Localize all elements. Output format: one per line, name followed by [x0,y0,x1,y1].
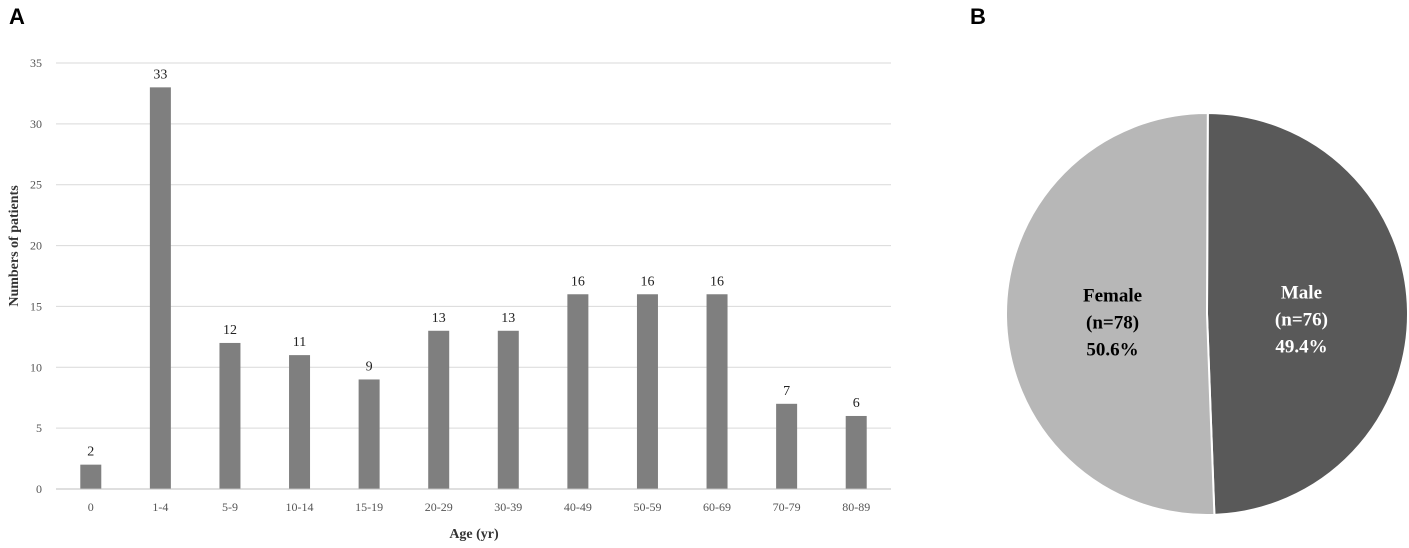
bar-value-label: 9 [366,359,373,374]
pie-slice-male [1205,111,1409,516]
bar [80,464,102,489]
x-tick-label: 40-49 [564,500,592,514]
bar-value-labels: 2 33 12 11 9 13 13 16 16 16 7 6 [87,67,859,459]
y-axis-title: Numbers of patients [7,185,22,307]
pie-label: Female [1083,286,1142,307]
x-tick-label: 30-39 [494,500,522,514]
bar-value-label: 12 [223,323,237,338]
y-tick-label: 25 [30,178,42,192]
bar [428,330,450,489]
bar-value-label: 13 [501,311,515,326]
y-tick-label: 0 [36,482,42,496]
y-tick-label: 35 [30,56,42,70]
x-tick-label: 0 [88,500,94,514]
panel-label-a: A [9,4,25,29]
bar-value-label: 16 [710,274,724,289]
x-tick-label: 10-14 [286,500,314,514]
bar-value-label: 16 [571,274,585,289]
sex-pie-chart: Male (n=76) 49.4% Female (n=78) 50.6% [1005,111,1409,516]
pie-labels: Male (n=76) 49.4% Female (n=78) 50.6% [1083,282,1328,360]
x-tick-label: 60-69 [703,500,731,514]
x-axis-title: Age (yr) [449,527,499,542]
x-tick-label: 70-79 [773,500,801,514]
y-tick-labels: 0 5 10 15 20 25 30 35 [30,56,42,496]
y-tick-label: 10 [30,360,42,374]
bars [80,87,867,489]
bar-value-label: 6 [853,396,860,411]
bar [567,294,589,489]
x-tick-label: 15-19 [355,500,383,514]
bar-value-label: 2 [87,445,94,460]
x-tick-label: 50-59 [633,500,661,514]
bar-value-label: 33 [153,67,167,82]
x-tick-label: 5-9 [222,500,238,514]
bar [497,330,519,489]
age-bar-chart: 0 5 10 15 20 25 30 35 2 33 12 11 9 13 13 16 16 16 7 6 0 1-4… [7,56,891,542]
y-tick-label: 5 [36,421,42,435]
gridlines [56,62,891,429]
bar [149,87,171,489]
panel-label-b: B [970,4,986,29]
bar-value-label: 7 [783,384,790,399]
pie-label: 49.4% [1275,336,1327,357]
bar [706,294,728,489]
x-tick-label: 80-89 [842,500,870,514]
y-tick-label: 15 [30,299,42,313]
bar-value-label: 13 [432,311,446,326]
pie-label: 50.6% [1086,340,1138,361]
y-tick-label: 20 [30,239,42,253]
y-tick-label: 30 [30,117,42,131]
pie-slices [1005,111,1409,516]
bar-value-label: 11 [293,335,306,350]
bar [845,415,867,489]
bar [636,294,658,489]
x-tick-labels: 0 1-4 5-9 10-14 15-19 20-29 30-39 40-49 50-59 60-… [88,500,870,514]
pie-label: (n=78) [1086,313,1139,334]
bar [776,403,798,489]
pie-label: (n=76) [1275,309,1328,330]
bar [358,379,380,489]
bar-value-label: 16 [640,274,654,289]
x-tick-label: 1-4 [152,500,168,514]
pie-slice-female [1005,112,1216,516]
bar [219,342,241,489]
x-tick-label: 20-29 [425,500,453,514]
pie-label: Male [1281,282,1322,303]
bar [289,355,311,489]
